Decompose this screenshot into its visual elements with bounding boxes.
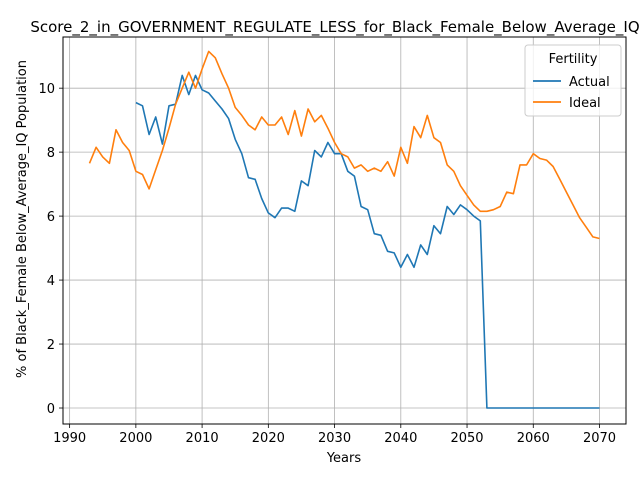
x-tick-label: 2000 [119,431,152,446]
y-tick-label: 2 [47,338,55,353]
series-lines [88,50,600,409]
legend-label-ideal: Ideal [569,96,601,111]
legend-label-actual: Actual [569,75,610,90]
y-tick-label: 8 [47,146,55,161]
y-tick-label: 6 [47,210,55,225]
x-tick-label: 2040 [384,431,417,446]
y-tick-label: 4 [47,274,55,289]
legend: Fertility Actual Ideal [524,44,622,117]
x-axis-label: Years [326,451,362,466]
series-line-ideal [88,50,600,240]
y-axis-label: % of Black_Female Below_Average_IQ Popul… [15,60,30,378]
y-tick-label: 0 [47,402,55,417]
x-tick-label: 2030 [318,431,351,446]
series-line-actual [135,74,600,409]
ticks: 1990 2000 2010 2020 2030 2040 2050 2060 2070 0 2 4 6… [38,82,616,446]
x-tick-label: 2060 [517,431,550,446]
x-tick-label: 2050 [450,431,483,446]
x-tick-label: 2010 [186,431,219,446]
x-tick-label: 2020 [252,431,285,446]
y-tick-label: 10 [38,82,55,97]
legend-box [524,44,622,117]
x-tick-label: 1990 [53,431,86,446]
x-tick-label: 2070 [583,431,616,446]
legend-title: Fertility [549,52,598,67]
axes-frame [62,36,627,425]
chart-title: Score_2_in_GOVERNMENT_REGULATE_LESS_for_… [30,18,639,37]
